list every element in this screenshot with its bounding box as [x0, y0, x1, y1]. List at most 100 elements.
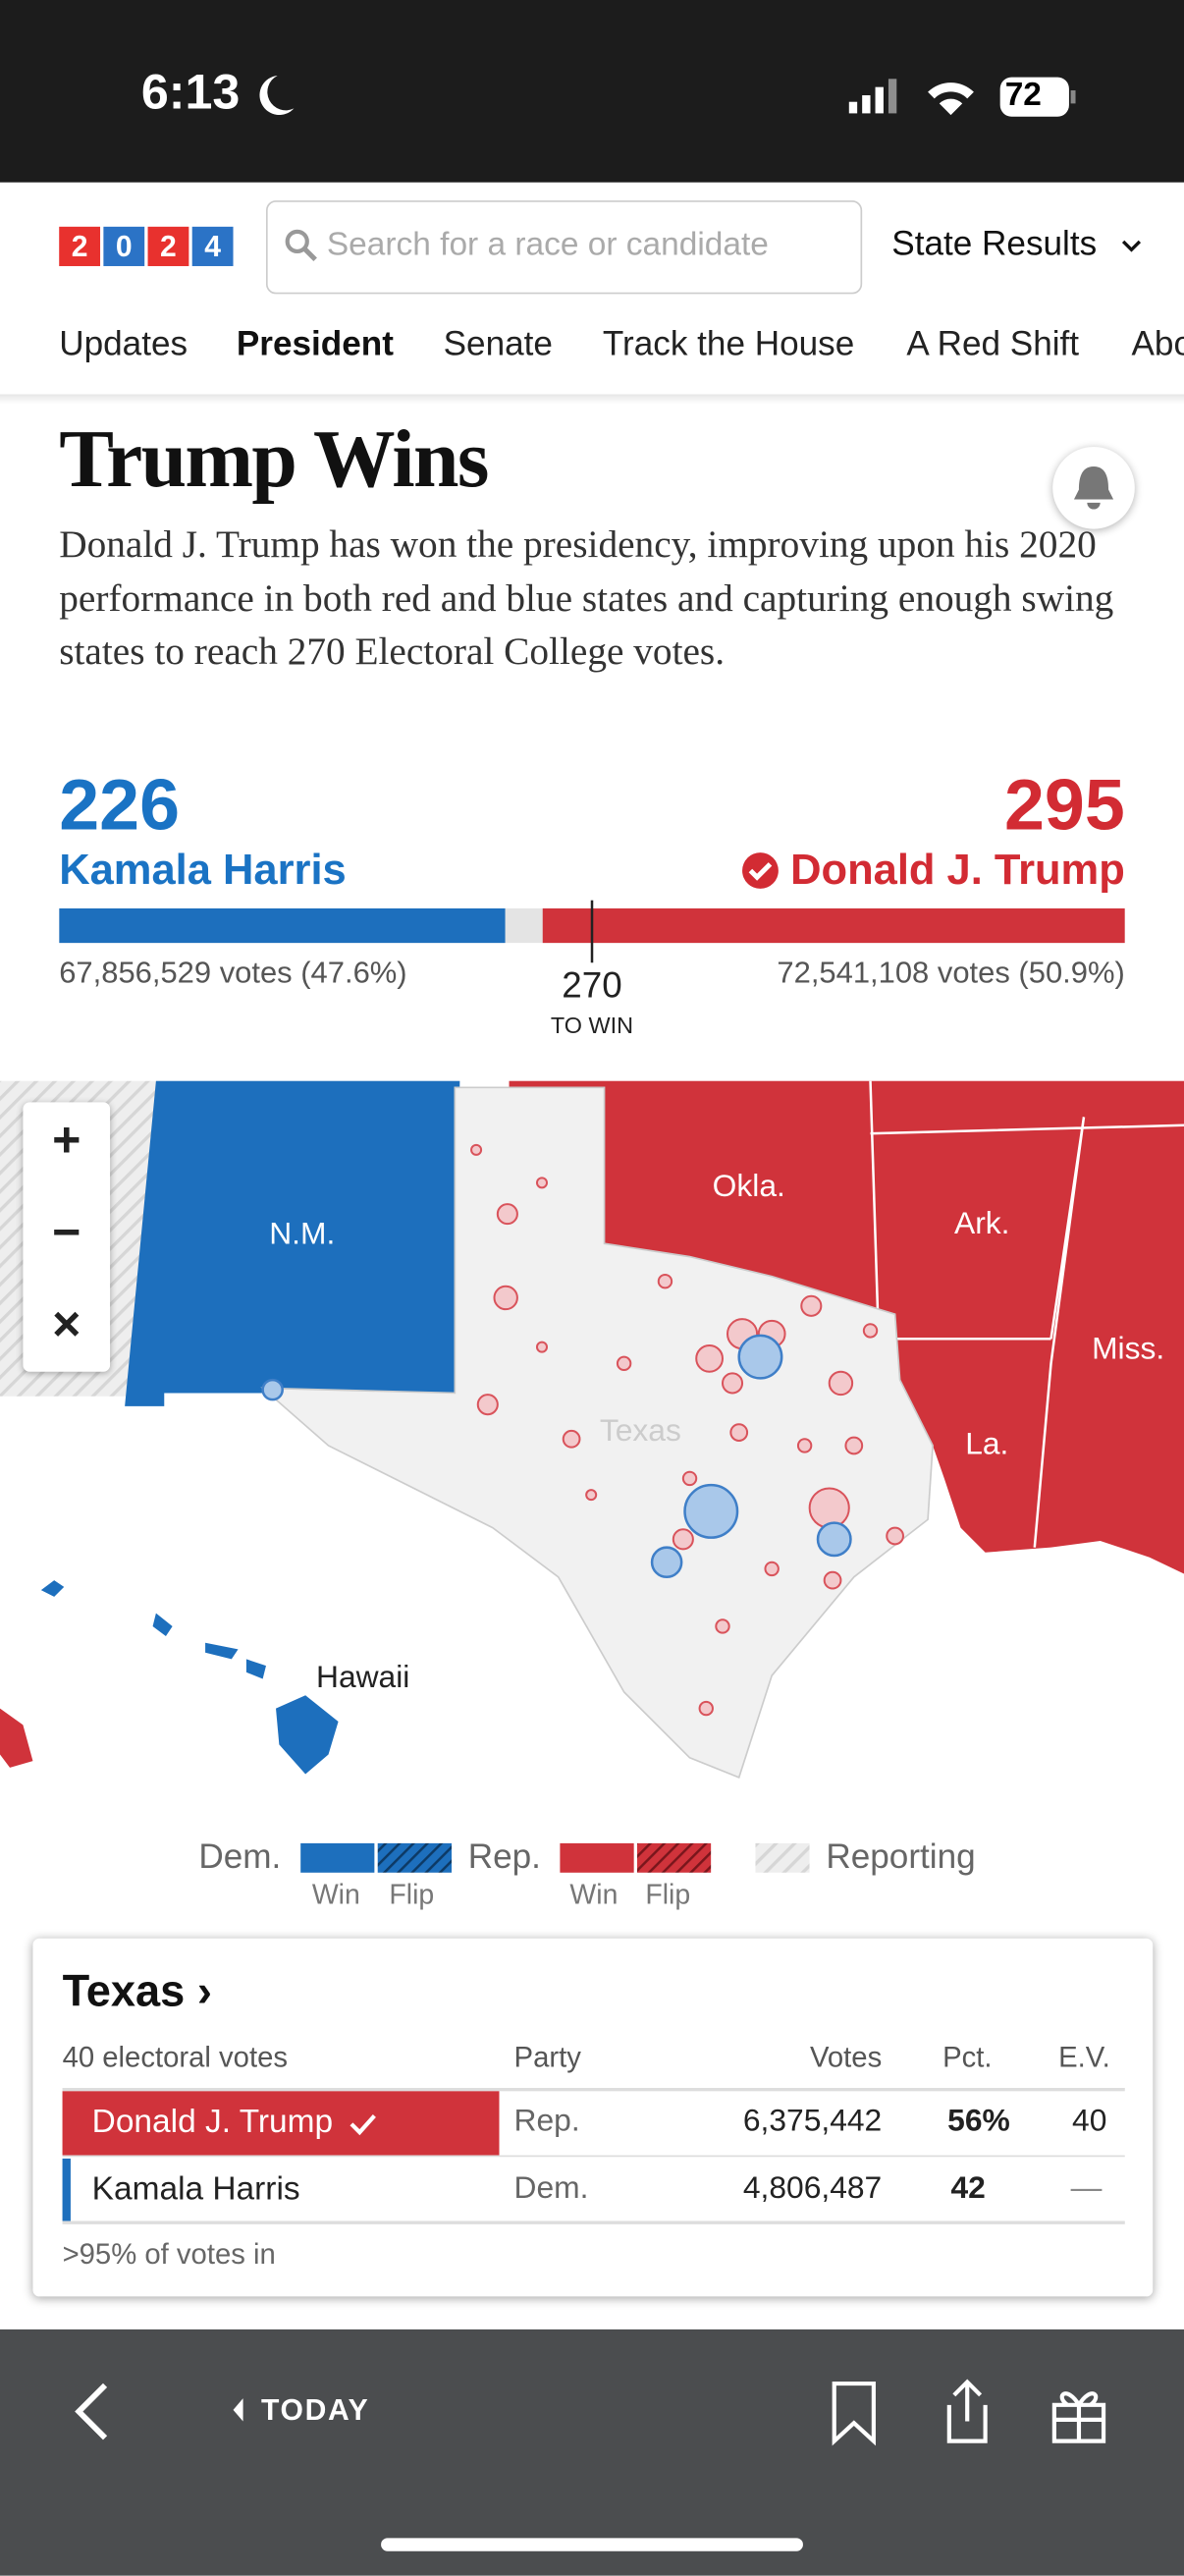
alaska-edge [0, 1708, 33, 1768]
logo[interactable]: 2 0 2 4 [59, 226, 234, 266]
trump-votes: 72,541,108 votes (50.9%) [777, 954, 1125, 989]
red-states [509, 1080, 1184, 1574]
state-label: Hawaii [316, 1659, 409, 1694]
percent: 42 [950, 2171, 986, 2207]
harris-ev: 226 [59, 765, 181, 847]
column-header: E.V. [1058, 2040, 1110, 2073]
column-header: Party [513, 2040, 581, 2073]
reporting-status: >95% of votes in [62, 2237, 276, 2271]
row-divider [62, 2088, 1125, 2092]
status-bar [0, 0, 1184, 183]
electoral-bar [59, 900, 1125, 963]
legend-win: Win [569, 1879, 619, 1911]
summary: Donald J. Trump has won the presidency, … [59, 523, 1114, 674]
nav-tab[interactable]: Track the House [602, 325, 855, 363]
state-label: Texas [600, 1412, 681, 1448]
state-results-dropdown[interactable]: State Results [891, 225, 1098, 263]
nav-tab[interactable]: Senate [443, 325, 553, 363]
harris-bar [59, 908, 506, 944]
legend-reporting-swatch [755, 1842, 810, 1873]
texas [260, 1086, 934, 1779]
nav-tab[interactable]: Abo [1131, 325, 1184, 363]
moon-icon [259, 75, 295, 116]
state-label: Okla. [713, 1168, 785, 1203]
candidate-name: Donald J. Trump [91, 2104, 334, 2141]
state-label: Miss. [1092, 1330, 1164, 1365]
row-divider [62, 2220, 1125, 2224]
check-icon [350, 2114, 376, 2136]
notify-button[interactable] [1052, 446, 1135, 529]
reset-zoom[interactable]: × [52, 1297, 81, 1352]
card-title[interactable]: Texas › [62, 1966, 212, 2016]
legend-win: Win [311, 1879, 360, 1911]
bottom-toolbar [0, 2329, 1184, 2576]
electoral-votes: — [1070, 2171, 1103, 2207]
status-icons [848, 77, 1076, 117]
battery-level: 72 [1004, 77, 1042, 114]
legend-flip: Flip [389, 1879, 435, 1911]
new-mexico [125, 1080, 460, 1406]
home-indicator [381, 2538, 803, 2551]
search-box[interactable] [265, 200, 863, 295]
votes: 4,806,487 [742, 2171, 883, 2207]
to-win-label: TO WIN [550, 1012, 634, 1039]
logo-digit: 0 [103, 226, 145, 266]
bell-icon [1073, 466, 1114, 510]
candidate-name: Kamala Harris [91, 2171, 300, 2209]
trump-ev: 295 [1003, 765, 1125, 847]
back-button[interactable] [75, 2383, 108, 2440]
winner-check [742, 852, 779, 889]
today-arrow [233, 2398, 243, 2422]
nav-tab[interactable]: Updates [59, 325, 188, 363]
to-win-number: 270 [562, 963, 622, 1006]
state-label: La. [965, 1425, 1008, 1460]
search-placeholder: Search for a race or candidate [326, 226, 769, 263]
zoom-out[interactable]: − [52, 1205, 81, 1260]
clock: 6:13 [140, 65, 241, 121]
card-subtitle: 40 electoral votes [62, 2040, 289, 2073]
county-markers [470, 1143, 904, 1717]
row-divider [62, 2155, 1125, 2158]
nav-tab[interactable]: A Red Shift [906, 325, 1080, 363]
map[interactable]: N.M. Okla. Ark. Miss. La. Texas Hawaii [0, 1080, 1184, 1821]
winner-cell [62, 2091, 500, 2156]
column-header: Pct. [942, 2040, 993, 2073]
today-link[interactable]: TODAY [260, 2393, 370, 2427]
state-label: N.M. [269, 1215, 335, 1250]
hawaii [40, 1580, 339, 1775]
state-label: Ark. [954, 1205, 1009, 1240]
column-header: Votes [809, 2040, 883, 2073]
percent: 56% [947, 2104, 1010, 2139]
headline: Trump Wins [59, 411, 489, 505]
legend-flip: Flip [645, 1879, 691, 1911]
dem-marker [62, 2158, 71, 2221]
party: Dem. [513, 2171, 589, 2207]
harris-name: Kamala Harris [59, 844, 347, 894]
search-icon [285, 229, 317, 262]
legend-rep: Rep. [467, 1837, 541, 1877]
votes: 6,375,442 [742, 2104, 883, 2139]
dem-county-markers [261, 1334, 852, 1579]
gift-button[interactable] [1051, 2391, 1106, 2443]
legend-swatches [300, 1842, 712, 1873]
zoom-controls [23, 1102, 111, 1372]
zoom-in[interactable]: + [52, 1114, 81, 1169]
chevron [1121, 240, 1142, 252]
nav-tab[interactable]: President [236, 325, 394, 363]
trump-bar [542, 908, 1125, 944]
trump-name: Donald J. Trump [790, 844, 1125, 894]
party: Rep. [513, 2104, 580, 2139]
nav-divider [0, 394, 1184, 405]
share-button[interactable] [946, 2379, 988, 2443]
electoral-votes: 40 [1072, 2104, 1107, 2139]
harris-votes: 67,856,529 votes (47.6%) [59, 954, 407, 989]
logo-digit: 4 [191, 226, 234, 266]
logo-digit: 2 [147, 226, 189, 266]
logo-digit: 2 [59, 226, 101, 266]
toolbar-icons [75, 2379, 1106, 2446]
legend-reporting: Reporting [826, 1837, 976, 1877]
legend-dem: Dem. [198, 1837, 282, 1877]
bookmark-button[interactable] [832, 2381, 876, 2446]
